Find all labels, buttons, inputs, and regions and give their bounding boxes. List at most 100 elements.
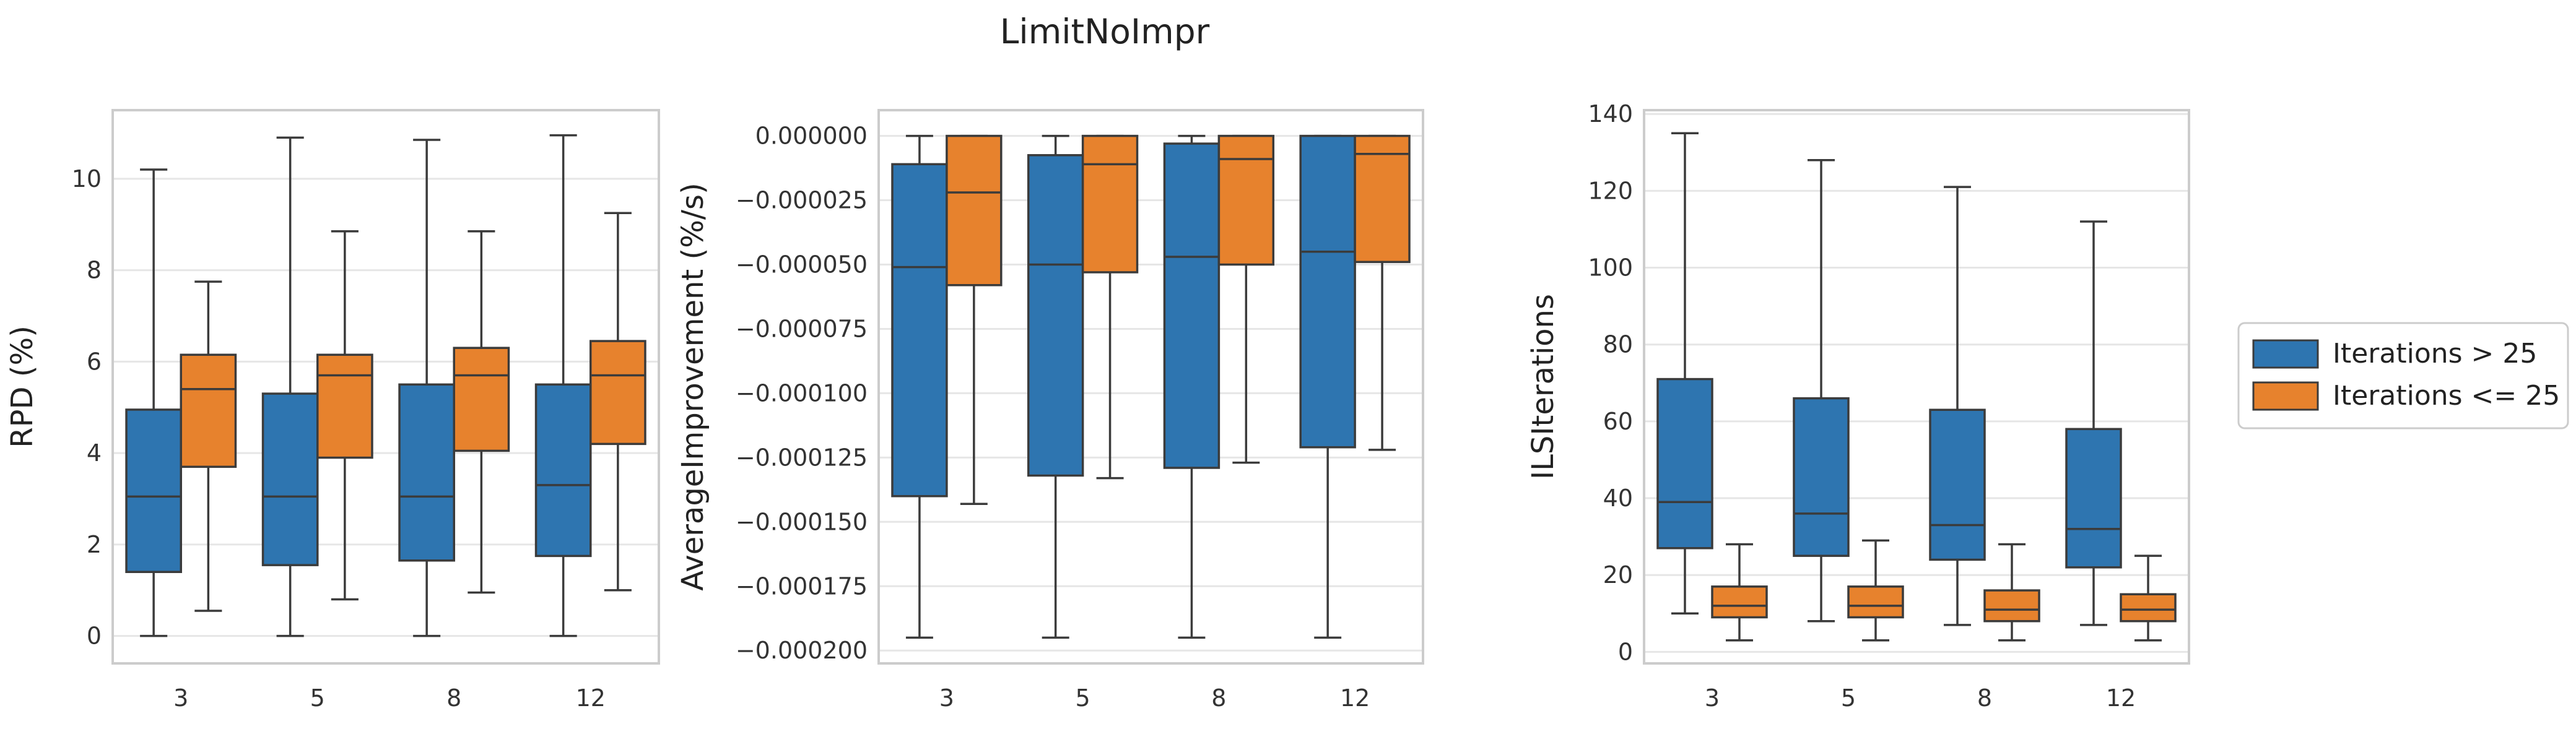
legend-swatch (2252, 339, 2319, 369)
iqr-box (1793, 397, 1850, 557)
ytick-label: 120 (1588, 177, 1633, 204)
box-12-series-2 (1354, 134, 1411, 451)
ytick-label: −0.000050 (736, 251, 868, 278)
ytick-label: 0.000000 (755, 123, 868, 150)
ytick-label: 0 (1618, 638, 1633, 665)
box-8-series-2 (1217, 134, 1275, 464)
xtick-label: 5 (1076, 684, 1090, 712)
box-12-series-1 (2065, 220, 2122, 626)
axes-frame (877, 109, 1424, 665)
iqr-box (180, 353, 237, 468)
iqr-box (125, 408, 182, 573)
panels: 0 2 4 6 8 10 3 5 8 12 RPD (%) 0.000000 −0.000025 −0.0… (5, 100, 2190, 712)
panel-2: 0.000000 −0.000025 −0.000050 −0.000075 −0.00… (676, 109, 1424, 712)
xtick-label: 8 (1211, 684, 1226, 712)
ytick-label: 6 (87, 348, 102, 375)
ytick-label: 0 (87, 623, 102, 650)
box-12-series-1 (534, 134, 592, 637)
box-8-series-1 (1929, 186, 1986, 626)
ytick-label: 80 (1603, 331, 1633, 358)
iqr-box (2065, 428, 2122, 569)
box-8-series-2 (1983, 543, 2040, 642)
ytick-label: −0.000075 (736, 315, 868, 342)
box-5-series-1 (1027, 134, 1084, 639)
iqr-box (1711, 585, 1768, 619)
box-12-series-1 (1299, 134, 1356, 639)
ytick-label: 20 (1603, 561, 1633, 589)
box-3-series-1 (1656, 132, 1713, 615)
ytick-label: 10 (72, 165, 102, 192)
xtick-label: 3 (1705, 684, 1720, 712)
box-12-series-2 (2120, 554, 2177, 642)
box-3-series-2 (180, 280, 237, 612)
iqr-box (1299, 134, 1356, 449)
xtick-label: 12 (2106, 684, 2136, 712)
panel-1: 0 2 4 6 8 10 3 5 8 12 RPD (%) (5, 109, 660, 712)
legend-label: Iterations > 25 (2333, 338, 2537, 369)
ytick-label: −0.000125 (736, 444, 868, 471)
ytick-label: 8 (87, 257, 102, 284)
iqr-box (1656, 377, 1713, 550)
legend-frame (2237, 322, 2569, 429)
legend-swatch (2252, 381, 2319, 411)
box-3-series-1 (125, 168, 182, 637)
iqr-box (1847, 585, 1904, 619)
iqr-box (398, 383, 455, 562)
box-8-series-2 (453, 230, 510, 594)
xtick-label: 3 (939, 684, 954, 712)
box-5-series-1 (261, 136, 319, 637)
iqr-box (590, 340, 646, 446)
iqr-box (453, 347, 510, 452)
ytick-label: −0.000100 (736, 379, 868, 407)
iqr-box (261, 392, 319, 566)
iqr-box (1027, 154, 1084, 477)
box-5-series-1 (1793, 158, 1850, 623)
iqr-box (1983, 589, 2040, 623)
ytick-label: −0.000200 (736, 637, 868, 664)
axes-frame (111, 109, 660, 665)
iqr-box (316, 353, 373, 459)
panel-3: 0 20 40 60 80 100 120 140 3 5 8 12 ILSIterations (1526, 100, 2190, 712)
ylabel: AverageImprovement (%/s) (676, 183, 710, 591)
iqr-box (2120, 593, 2177, 623)
iqr-box (946, 134, 1003, 287)
box-5-series-2 (316, 230, 373, 601)
legend-label: Iterations <= 25 (2333, 380, 2560, 412)
xtick-label: 8 (446, 684, 461, 712)
iqr-box (1163, 142, 1221, 469)
xtick-label: 12 (1340, 684, 1370, 712)
legend-entry-2: Iterations <= 25 (2252, 380, 2560, 412)
ytick-label: 140 (1588, 100, 1633, 127)
box-3-series-2 (1711, 543, 1768, 642)
box-3-series-1 (891, 134, 948, 639)
xtick-label: 5 (1841, 684, 1856, 712)
legend: Iterations > 25 Iterations <= 25 (2237, 322, 2569, 429)
ylabel: RPD (%) (5, 326, 40, 448)
box-5-series-2 (1847, 539, 1904, 642)
figure-title: LimitNoImpr (1000, 12, 1210, 51)
iqr-box (1354, 134, 1411, 264)
xtick-label: 8 (1977, 684, 1992, 712)
iqr-box (1217, 134, 1275, 266)
iqr-box (534, 383, 592, 558)
ytick-label: 2 (87, 531, 102, 558)
xtick-label: 12 (576, 684, 606, 712)
ytick-label: 60 (1603, 408, 1633, 435)
xtick-label: 5 (310, 684, 325, 712)
ytick-label: 100 (1588, 254, 1633, 282)
ytick-label: −0.000150 (736, 508, 868, 535)
ytick-label: −0.000175 (736, 572, 868, 600)
xtick-label: 3 (173, 684, 188, 712)
box-8-series-1 (1163, 134, 1221, 639)
box-12-series-2 (590, 212, 646, 592)
iqr-box (1081, 134, 1139, 274)
ytick-label: 40 (1603, 485, 1633, 512)
ylabel: ILSIterations (1526, 294, 1560, 480)
legend-entry-1: Iterations > 25 (2252, 338, 2537, 369)
iqr-box (1929, 408, 1986, 561)
ytick-label: −0.000025 (736, 187, 868, 214)
axes-frame (1643, 109, 2190, 665)
box-3-series-2 (946, 134, 1003, 505)
iqr-box (891, 163, 948, 498)
